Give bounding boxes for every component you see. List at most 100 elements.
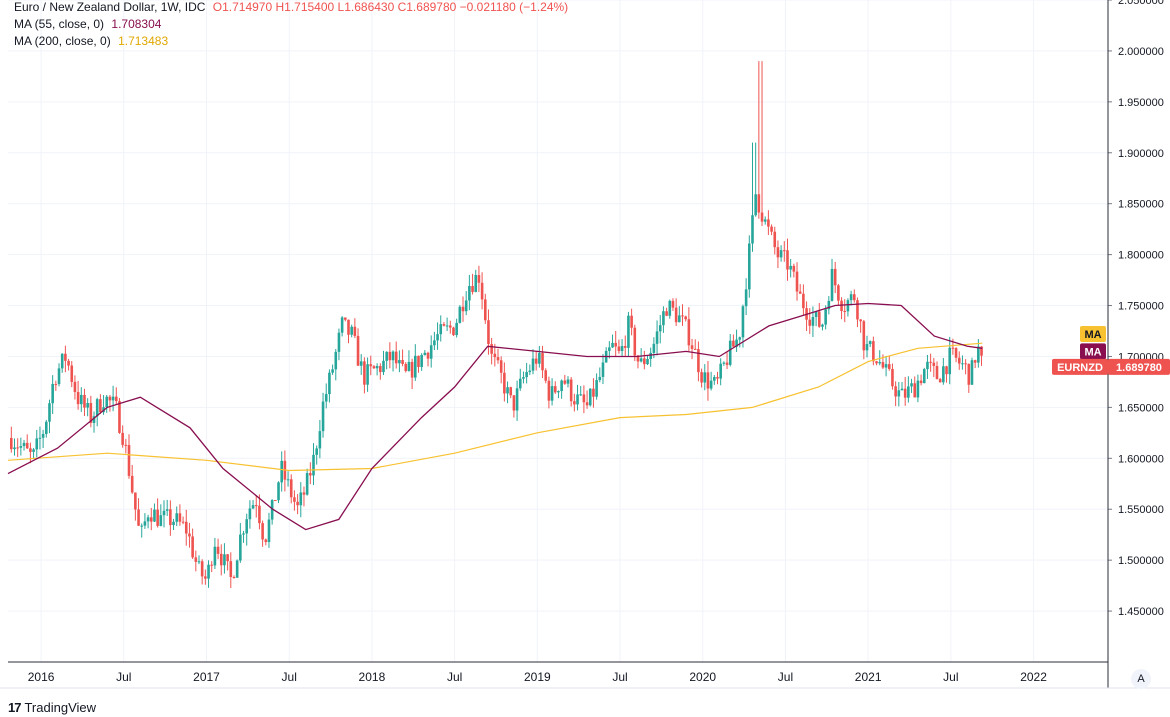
candle-body [643,358,646,365]
candle-body [44,421,48,434]
last-price-tag-bg [1108,358,1170,375]
candle-body [194,557,198,562]
candle-body [248,508,252,520]
candle-body [741,306,745,338]
candle-body [900,388,904,391]
x-tick-label: 2020 [689,670,716,684]
candle-body [897,390,901,397]
candle-body [347,319,350,335]
candle-body [207,564,210,579]
candle-body [487,320,490,345]
candle-body [29,448,32,452]
candle-body [404,363,408,371]
candle-body [735,339,738,347]
candle-body [309,473,312,476]
ma55-tag-bg [1080,343,1106,360]
candle-body [452,327,455,336]
y-tick-label: 1.950000 [1118,97,1164,109]
candle-body [95,399,99,417]
candle-body [334,351,338,370]
candle-body [328,372,331,395]
candle-body [433,340,436,346]
candle-body [213,546,217,566]
candle-body [798,291,802,294]
candle-body [149,517,153,522]
candle-body [595,380,598,397]
candle-body [782,250,786,252]
candle-body [114,396,118,402]
candle-body [951,347,955,349]
footer-brand[interactable]: 17 TradingView [8,700,96,715]
candle-body [614,342,618,347]
candle-body [331,369,334,373]
candle-body [926,361,929,370]
candle-body [557,391,560,393]
candle-body [226,554,229,562]
candle-body [436,334,439,341]
candle-body [267,519,271,542]
legend-ma200[interactable]: MA (200, close, 0) 1.713483 [14,34,168,48]
candle-body [802,293,805,309]
candle-body [808,319,812,326]
y-tick-label: 1.450000 [1118,606,1164,618]
candle-body [935,365,939,380]
candle-body [633,327,637,356]
candle-body [197,561,201,563]
candle-body [547,380,551,401]
candle-body [127,445,131,476]
legend-ma55[interactable]: MA (55, close, 0) 1.708304 [14,17,161,31]
candle-body [60,353,64,369]
candle-body [932,362,936,366]
candle-body [884,364,888,368]
candle-body [528,370,532,373]
candle-body [32,449,35,452]
axes: 2.050000 2.000000 1.950000 1.900000 1.850000… [0,0,1170,689]
candle-body [140,525,144,527]
candle-body [560,380,563,392]
brand-label: TradingView [24,700,97,715]
x-tick-label: Jul [612,670,627,684]
candle-body [130,475,134,493]
candle-body [372,366,376,369]
candle-body [401,360,404,364]
candle-body [232,577,236,579]
candle-body [929,361,932,363]
candle-body [366,364,369,385]
candle-body [369,364,373,367]
candle-body [538,352,541,364]
auto-scale-button[interactable]: A [1131,669,1151,689]
candle-body [89,403,93,423]
candle-body [817,311,821,327]
candle-body [302,492,306,495]
candle-body [518,378,522,389]
candle-body [124,444,128,446]
candle-body [353,326,357,336]
candle-body [410,361,414,378]
candle-body [41,433,45,438]
candle-body [25,442,29,449]
candle-body [318,431,322,449]
candle-body [490,344,493,354]
candle-body [541,352,544,371]
candle-body [19,446,23,448]
candle-body [382,360,385,373]
candle-body [744,289,748,307]
candle-body [417,355,420,367]
candle-body [760,212,764,222]
candle-body [671,300,675,308]
candle-body [938,379,942,383]
candle-body [684,316,687,320]
candle-body [54,384,58,386]
last-price-tag: 1.689780 [1116,362,1162,374]
candle-body [916,380,920,398]
candle-body [868,341,872,345]
candle-body [258,505,261,524]
candle-body [964,363,967,365]
candle-body [16,447,19,449]
candle-body [146,517,150,522]
candle-body [64,353,67,361]
candle-body [156,509,159,526]
candle-body [153,509,156,522]
candle-body [598,376,602,381]
